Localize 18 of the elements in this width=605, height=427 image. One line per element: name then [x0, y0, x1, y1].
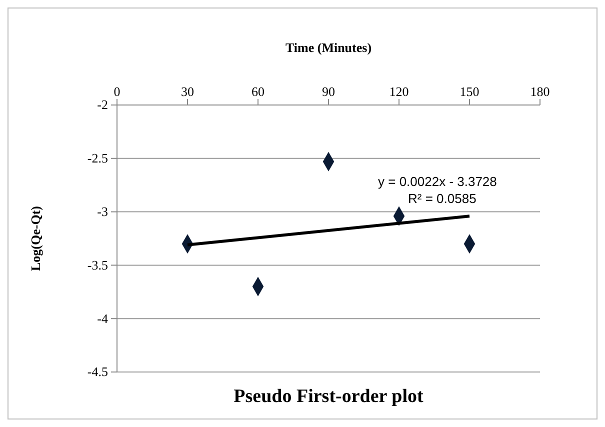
x-tick-label: 60	[252, 84, 264, 99]
x-tick-label: 120	[389, 84, 409, 99]
x-tick-label: 180	[530, 84, 550, 99]
y-tick-label: -3.5	[87, 257, 108, 272]
y-tick-label: -2	[97, 97, 108, 112]
x-tick-label: 0	[114, 84, 120, 99]
text: Pseudo First-order plot	[234, 386, 424, 407]
x-tick-label: 150	[460, 84, 480, 99]
y-tick-label: -4	[97, 310, 108, 326]
y-axis-title: Log(Qe-Qt)	[28, 206, 43, 271]
y-tick-label: -3	[97, 204, 108, 219]
x-tick-label: 30	[181, 84, 194, 99]
annotation: R² = 0.0585	[408, 191, 476, 206]
annotation: y = 0.0022x - 3.3728	[378, 174, 497, 189]
y-tick-label: -4.5	[87, 364, 108, 380]
y-tick-label: -2.5	[87, 150, 108, 166]
x-tick-label: 90	[322, 84, 335, 99]
x-axis-title: Time (Minutes)	[285, 40, 372, 55]
